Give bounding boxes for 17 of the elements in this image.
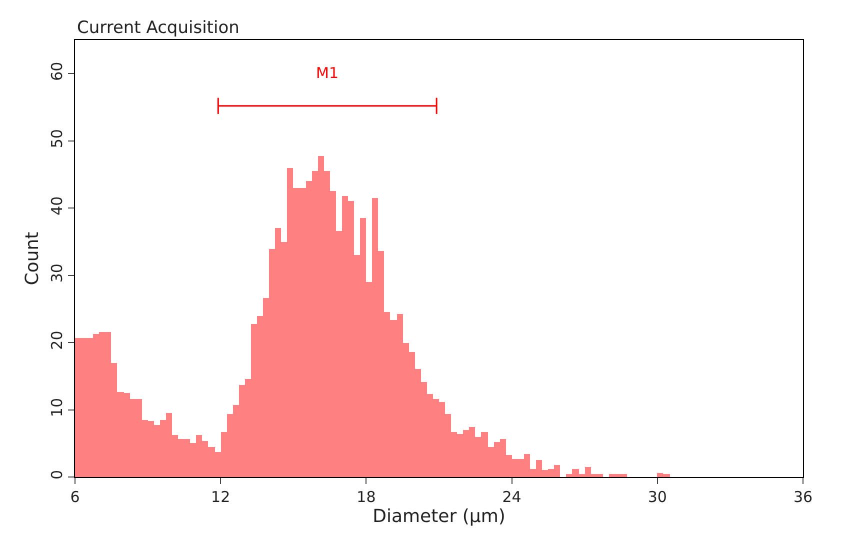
y-tick-label: 0 [48,470,66,480]
x-tick-label: 30 [648,488,667,506]
x-axis-title: Diameter (µm) [372,506,506,527]
x-tick-label: 36 [793,488,813,506]
y-tick-label: 20 [48,330,66,350]
y-axis-title: Count [22,232,44,286]
y-tick-label: 10 [48,398,66,418]
x-tick-label: 24 [502,488,522,506]
y-tick-label: 50 [48,129,66,148]
x-tick-label: 6 [70,488,80,506]
x-tick-label: 12 [211,488,230,506]
x-tick-label: 18 [356,488,376,506]
y-tick-label: 40 [48,196,66,216]
y-tick-label: 60 [48,62,66,81]
chart-title: Current Acquisition [77,18,240,38]
y-tick-label: 30 [48,264,66,283]
series-label: M1 [316,64,338,82]
